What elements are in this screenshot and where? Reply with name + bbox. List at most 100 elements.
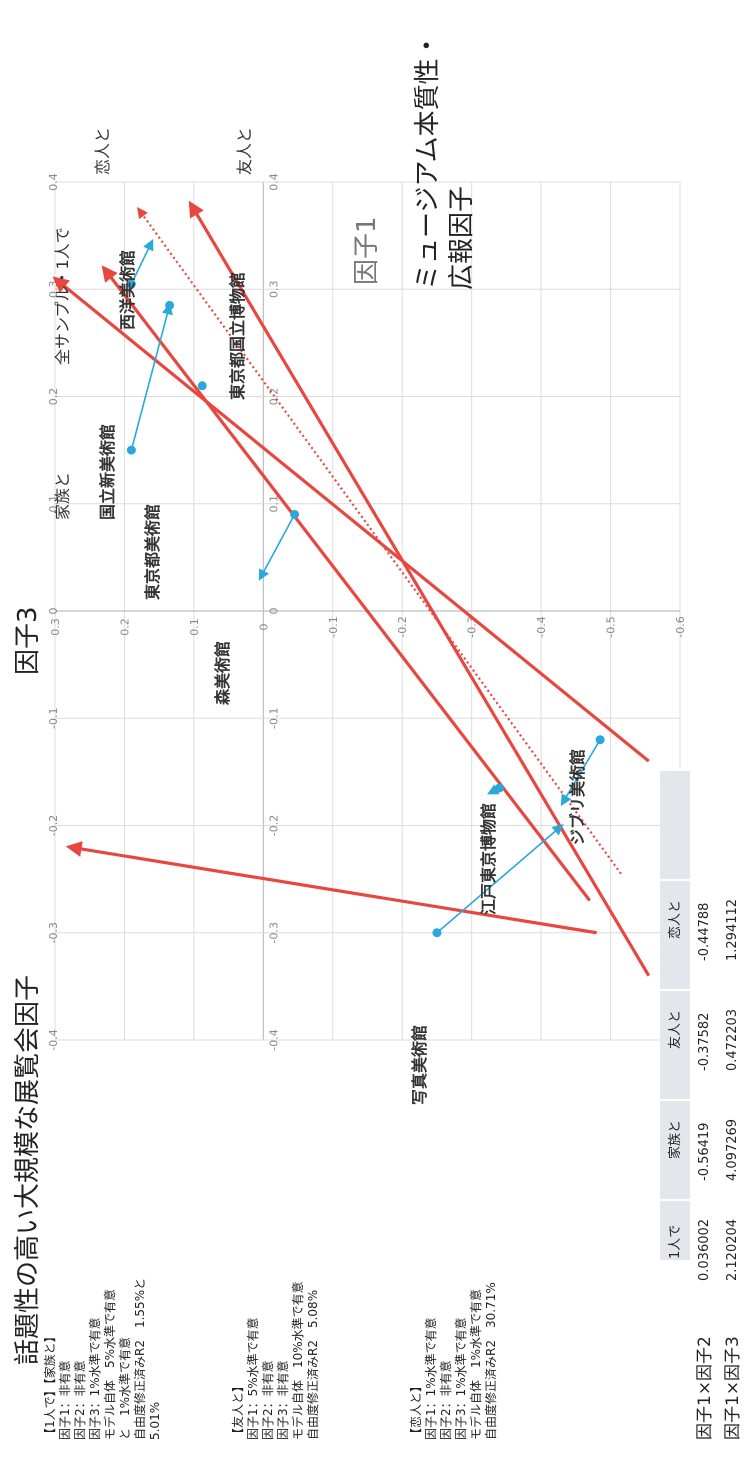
chart-title: 話題性の高い大規模な展覧会因子 (13, 975, 43, 1365)
table-cell: 1.294112 (725, 899, 740, 961)
tick-label-f3: 0 (47, 608, 60, 615)
note-line: 因子1：5%水準で有意 (245, 1317, 260, 1440)
table-column-header: 1人で (668, 1225, 683, 1259)
factor1-ticks: -0.6-0.5-0.4-0.3-0.2-0.100.10.20.3 (49, 616, 687, 637)
table-row-label: 因子1×因子3 (723, 1336, 743, 1440)
table-cell: -0.56419 (697, 1123, 712, 1181)
tick-label-f3: -0.3 (267, 922, 280, 943)
vector-label: 家族と (53, 472, 72, 520)
museum-label: 森美術館 (213, 641, 232, 705)
note-line: と 1%水準で有意 (117, 1337, 132, 1440)
museum-label: 国立新美術館 (98, 424, 117, 520)
note-line: 自由度修正済みR2 1.55%と (132, 1278, 147, 1440)
vector-arrow (52, 276, 650, 763)
note-line: モデル自体 10%水準で有意 (290, 1281, 305, 1440)
museum-label: 東京都国立博物館 (228, 272, 247, 400)
tick-label-f3: -0.4 (267, 1029, 280, 1050)
note-line: 因子2：非有意 (260, 1360, 275, 1440)
projection-arrow (560, 739, 601, 806)
vector-arrow (65, 841, 597, 935)
note-line: 【恋人と】 (408, 1380, 423, 1440)
vector-label: 恋人と (93, 127, 112, 175)
table-cell: 2.120204 (725, 1219, 740, 1281)
projection-arrows (130, 238, 601, 934)
vector-arrow (188, 200, 651, 977)
projection-arrow (258, 514, 296, 581)
tick-label-f3: 0.3 (267, 281, 280, 299)
axis-title-factor1: 因子1 (352, 216, 382, 285)
tick-label-f1: 0 (257, 624, 270, 631)
table-column-header: 友人と (667, 1010, 683, 1049)
table-row-label: 因子1×因子2 (695, 1336, 715, 1440)
museum-label: 写真美術館 (410, 1025, 429, 1105)
museum-point (126, 445, 136, 455)
note-line: 自由度修正済みR2 30.71% (483, 1282, 498, 1440)
regression-notes: 【1人で】【家族と】 因子1：非有意 因子2：非有意 因子3：1%水準で有意 モデル自体… (42, 1278, 498, 1440)
museum-label: 江戸東京博物館 (479, 803, 498, 915)
museum-point (290, 509, 300, 519)
note-line: 因子2：非有意 (438, 1360, 453, 1440)
axis-subtitle-factor1-line2: 広報因子 (447, 186, 477, 290)
vector-arrow (101, 265, 591, 902)
museum-point (165, 300, 175, 310)
reference-line-label: 全サンプル・1人で (53, 227, 72, 365)
museum-point (595, 735, 605, 745)
note-line: モデル自体 5%水準で有意 (102, 1289, 117, 1440)
projection-arrow (130, 238, 154, 285)
tick-label-f1: -0.2 (396, 616, 409, 637)
projection-arrow (436, 824, 564, 934)
axis-title-factor3: 因子3 (13, 606, 43, 675)
note-line: モデル自体 1%水準で有意 (468, 1289, 483, 1440)
note-line: 因子3：1%水準で有意 (87, 1317, 102, 1440)
museum-label: 西洋美術館 (118, 250, 137, 330)
museum-point (494, 783, 504, 793)
table-column-header: 家族と (667, 1120, 683, 1159)
museum-point (432, 928, 442, 938)
vector-arrows (52, 200, 651, 977)
table-header-band (660, 770, 690, 1260)
tick-label-f1: -0.4 (535, 616, 548, 637)
tick-label-f3: -0.1 (267, 708, 280, 729)
note-line: 【友人と】 (231, 1380, 245, 1440)
museum-label: 東京都美術館 (143, 504, 162, 600)
table-cell: 4.097269 (725, 1119, 740, 1181)
tick-label-f3: 0.1 (47, 495, 60, 513)
table-cell: -0.44788 (697, 903, 712, 961)
museum-point (126, 279, 136, 289)
tick-label-f1: -0.1 (327, 616, 340, 637)
museum-label: ジブリ美術館 (568, 749, 587, 845)
note-line: 因子3：非有意 (275, 1360, 290, 1440)
note-line: 因子2：非有意 (72, 1360, 87, 1440)
table-cell: -0.37582 (697, 1013, 712, 1071)
table-cell: 0.036002 (697, 1219, 712, 1281)
projection-arrow (130, 303, 173, 451)
tick-label-f1: -0.5 (605, 616, 618, 637)
tick-label-f3: -0.2 (47, 815, 60, 836)
tick-label-f3: 0.4 (47, 173, 60, 191)
museum-points: 西洋美術館 東京都国立博物館国立新美術館東京都美術館森美術館ジブリ美術館江戸東京博… (98, 250, 605, 1105)
tick-label-f1: 0.1 (188, 618, 201, 636)
tick-label-f3: -0.3 (47, 922, 60, 943)
tick-label-f3: 0 (267, 608, 280, 615)
vector-label: 友人と (235, 127, 254, 175)
note-line: 【1人で】【家族と】 (42, 1330, 57, 1440)
tick-label-f3: 0.1 (267, 495, 280, 513)
tick-label-f1: -0.6 (674, 616, 687, 637)
table-cell: 0.472203 (725, 1009, 740, 1071)
tick-label-f3: 0.2 (47, 388, 60, 406)
axis-subtitle-factor1-line1: ミュージアム本質性・ (413, 32, 443, 290)
coefficient-table: 1人で 家族と 友人と 恋人と 0.036002 -0.56419 -0.37582 -0.4… (660, 769, 743, 1440)
museum-point (197, 381, 207, 391)
tick-label-f1: 0.3 (49, 618, 62, 636)
note-line: 因子3：1%水準で有意 (453, 1317, 468, 1440)
note-line: 因子1：1%水準で有意 (423, 1317, 438, 1440)
note-line: 因子1：非有意 (57, 1360, 72, 1440)
note-line: 自由度修正済みR2 5.08% (305, 1290, 320, 1440)
tick-label-f3: -0.2 (267, 815, 280, 836)
tick-label-f1: 0.2 (118, 618, 131, 636)
tick-label-f3: -0.1 (47, 708, 60, 729)
note-line: 5.01% (148, 1402, 162, 1440)
tick-label-f3: -0.4 (47, 1029, 60, 1050)
